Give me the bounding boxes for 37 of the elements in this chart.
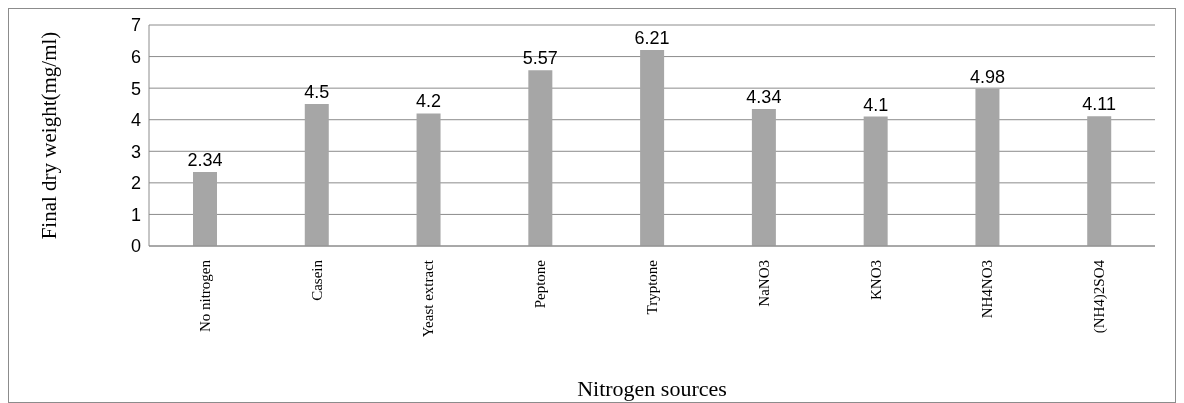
x-tick-label: Casein [308,259,325,301]
bar [1087,116,1112,246]
data-label: 4.98 [969,66,1005,87]
bar [416,113,441,246]
y-tick-label: 6 [130,46,141,67]
y-tick-label: 2 [130,173,141,194]
y-tick-label: 0 [130,236,141,257]
bar [304,103,329,246]
y-tick-label: 4 [130,110,141,131]
bar [863,116,888,246]
x-tick-label: KNO3 [867,260,884,300]
x-tick-label: (NH4)2SO4 [1091,259,1109,334]
x-tick-label: NaNO3 [755,260,772,307]
bar [975,88,1000,246]
y-tick-label: 5 [130,78,141,99]
bar [193,172,217,246]
data-label: 4.34 [746,86,782,107]
data-label: 5.57 [522,48,558,69]
data-label: 4.1 [863,94,889,115]
y-tick-label: 7 [130,15,141,36]
x-tick-label: Yeast extract [420,259,437,338]
data-label: 4.2 [416,91,442,112]
data-label: 4.11 [1082,94,1117,115]
x-tick-label: NH4NO3 [979,260,996,319]
bar [528,70,553,246]
data-label: 4.5 [304,81,330,102]
data-label: 6.21 [634,27,670,48]
x-tick-label: Peptone [532,259,549,309]
data-label: 2.34 [187,150,223,171]
y-tick-label: 3 [130,141,141,162]
x-tick-label: Tryptone [644,259,660,315]
y-axis-title: Final dry weight(mg/ml) [37,31,62,240]
y-tick-label: 1 [130,204,141,225]
x-axis-title: Nitrogen sources [577,376,727,401]
x-tick-label: No nitrogen [196,259,213,333]
bar [751,108,776,246]
bar [640,49,665,246]
